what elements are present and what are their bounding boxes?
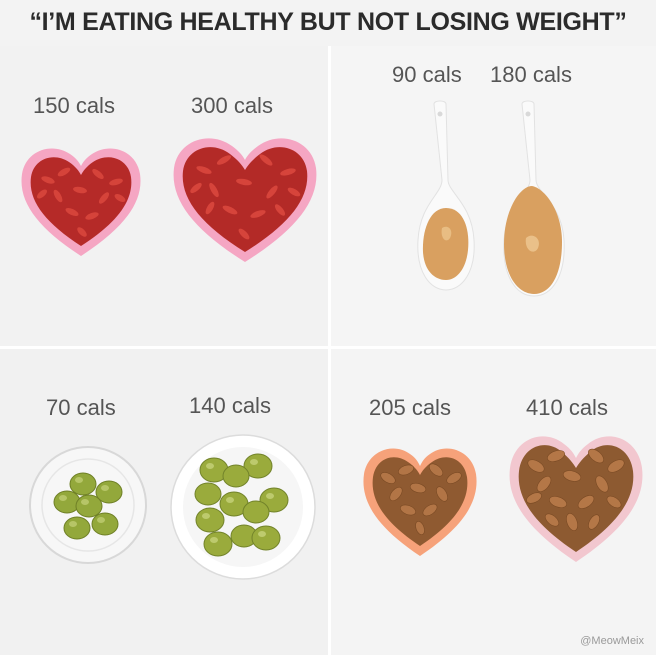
almonds-small-heart-dish bbox=[363, 448, 477, 556]
olives-large-calories: 140 cals bbox=[189, 393, 271, 418]
almonds-large-heart-dish bbox=[509, 436, 643, 562]
watermark: @MeowMeix bbox=[580, 635, 644, 647]
goji-large-heart-dish bbox=[173, 138, 317, 262]
goji-large-calories: 300 cals bbox=[191, 93, 273, 118]
olives-small-glass-bowl bbox=[29, 446, 147, 564]
goji-small-heart-dish bbox=[21, 148, 141, 256]
olives-small-calories: 70 cals bbox=[46, 395, 116, 420]
vertical-divider bbox=[328, 46, 331, 655]
olives-large-white-bowl bbox=[170, 434, 316, 580]
horizontal-divider bbox=[0, 346, 656, 349]
headline: “I’M EATING HEALTHY BUT NOT LOSING WEIGH… bbox=[29, 8, 627, 36]
peanut-butter-small-calories: 90 cals bbox=[392, 62, 462, 87]
almonds-small-calories: 205 cals bbox=[369, 395, 451, 420]
peanut-butter-small-spoon bbox=[417, 100, 475, 291]
peanut-butter-large-spoon bbox=[503, 100, 565, 297]
peanut-butter-panel bbox=[331, 46, 656, 346]
peanut-butter-large-calories: 180 cals bbox=[490, 62, 572, 87]
goji-small-calories: 150 cals bbox=[33, 93, 115, 118]
almonds-large-calories: 410 cals bbox=[526, 395, 608, 420]
